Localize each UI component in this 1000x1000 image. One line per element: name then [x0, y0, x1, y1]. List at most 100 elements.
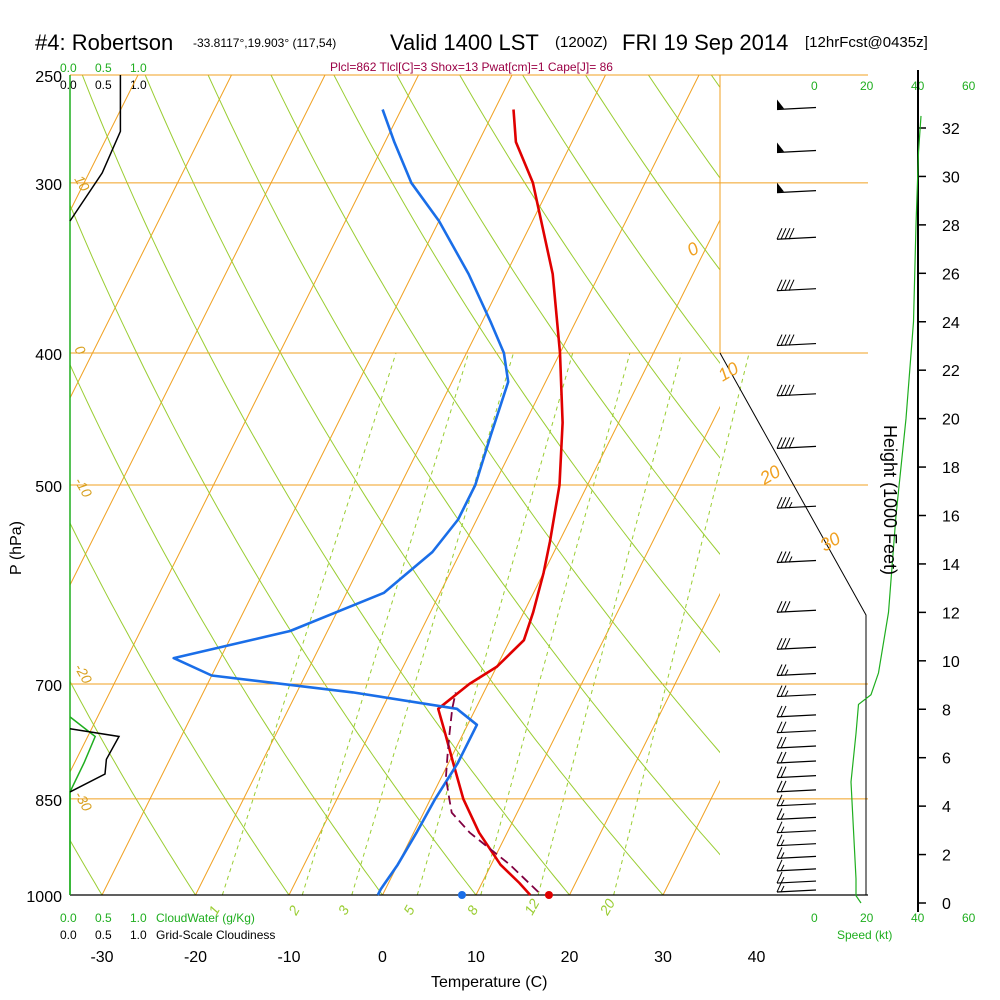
- barb-flag: [776, 279, 783, 291]
- wind-barb: [776, 437, 817, 449]
- height-tick-label: 32: [942, 121, 960, 138]
- plot-frame: [69, 74, 868, 896]
- dry-adiabat-line: [70, 521, 290, 895]
- barb-flag: [784, 638, 791, 650]
- mixing-ratio-line: [613, 352, 750, 896]
- barb-flag: [780, 228, 787, 240]
- wind-barb: [776, 551, 817, 564]
- height-tick-label: 30: [942, 169, 960, 186]
- wind-barb: [776, 736, 817, 749]
- barb-flag: [780, 551, 787, 563]
- cloudwater-top-tick-0: 0.0: [60, 61, 77, 75]
- temperature-surface-point: [544, 891, 553, 899]
- barb-flag: [776, 601, 783, 613]
- temperature-tick-label: -20: [184, 949, 207, 966]
- barb-staff: [776, 393, 817, 397]
- barb-flag: [784, 334, 791, 346]
- mixing-ratio-label: 8: [464, 903, 482, 918]
- cloudiness-axis-label: Grid-Scale Cloudiness: [156, 928, 275, 942]
- barb-flag: [776, 859, 783, 872]
- barb-flag: [780, 705, 787, 718]
- wind-barb: [776, 601, 817, 613]
- barb-flag: [780, 601, 787, 613]
- isotherm-label: 30: [816, 528, 843, 555]
- wind-barb: [776, 721, 817, 734]
- speed-top-tick-1: 20: [860, 79, 874, 93]
- pressure-tick-label: 1000: [26, 889, 62, 906]
- barb-flag: [780, 780, 787, 793]
- barb-staff: [776, 236, 817, 240]
- pressure-tick-label: 300: [35, 177, 62, 194]
- cloudiness-bottom-tick-2: 1.0: [130, 928, 147, 942]
- barb-staff: [776, 445, 817, 449]
- barb-flag: [784, 279, 791, 291]
- barb-staff: [776, 775, 817, 779]
- dry-adiabat-line: [757, 51, 1000, 924]
- station-title: #4: Robertson: [35, 30, 173, 55]
- barb-half-flag: [784, 669, 789, 676]
- dry-adiabat-line: [270, 75, 720, 754]
- dewpoint-line: [172, 109, 510, 896]
- wind-barbs: [776, 99, 817, 893]
- barb-flag: [776, 685, 783, 697]
- wind-barb: [776, 821, 817, 834]
- mixing-ratio-line: [416, 352, 574, 896]
- barb-flag: [784, 384, 791, 396]
- barb-staff: [776, 106, 817, 111]
- barb-flag: [780, 721, 787, 733]
- speed-top-tick-3: 60: [962, 79, 976, 93]
- cloud-profiles: [69, 75, 122, 895]
- stability-params: Plcl=862 Tlcl[C]=3 Shox=13 Pwat[cm]=1 Ca…: [330, 60, 613, 74]
- barb-flag: [784, 496, 791, 509]
- barb-flag: [780, 736, 787, 749]
- dewpoint-surface-point: [457, 891, 466, 899]
- mixing-ratio-label: 2: [285, 903, 303, 919]
- barb-staff: [776, 843, 817, 847]
- barb-staff: [776, 559, 817, 564]
- barb-staff: [776, 505, 817, 509]
- wind-barb: [776, 685, 817, 698]
- wind-barb: [776, 871, 817, 884]
- cloudwater-top-tick-2: 1.0: [130, 61, 147, 75]
- height-tick-label: 4: [942, 799, 951, 816]
- barb-flag: [776, 808, 783, 820]
- wind-barb: [776, 279, 817, 292]
- temperature-tick-label: -10: [277, 949, 300, 966]
- valid-date: FRI 19 Sep 2014: [622, 30, 788, 55]
- barb-flag: [784, 437, 791, 449]
- speed-bottom-tick-1: 20: [860, 911, 874, 925]
- dry-adiabat-line: [70, 363, 384, 895]
- wind-barb: [776, 334, 817, 347]
- barb-staff: [776, 646, 817, 650]
- barb-half-flag: [788, 501, 793, 509]
- barb-staff: [776, 288, 817, 292]
- barb-half-flag: [780, 813, 785, 820]
- dry-adiabat-line: [81, 75, 571, 895]
- barb-flag: [776, 721, 783, 733]
- barb-pennant: [777, 142, 784, 153]
- isotherm-label: 10: [71, 172, 93, 194]
- dry-adiabat-line: [70, 203, 477, 895]
- wind-barb: [776, 496, 817, 509]
- wind-barb: [776, 182, 817, 194]
- pressure-tick-label: 500: [35, 479, 62, 496]
- barb-flag: [784, 228, 791, 240]
- barb-flag: [780, 664, 787, 676]
- cloudiness-bottom-tick-1: 0.5: [95, 928, 112, 942]
- station-coords: -33.8117°,19.903° (117,54): [193, 36, 336, 50]
- cloudiness-profile: [69, 75, 122, 793]
- height-tick-label: 12: [942, 605, 960, 622]
- barb-staff: [776, 714, 817, 718]
- barb-flag: [780, 638, 787, 650]
- barb-flag: [776, 871, 783, 884]
- isotherm-label: -20: [71, 661, 95, 687]
- barb-staff: [776, 855, 817, 859]
- speed-bottom-tick-0: 0: [811, 911, 818, 925]
- barb-flag: [776, 847, 783, 859]
- barb-flag: [784, 551, 791, 563]
- barb-flag: [780, 766, 787, 778]
- height-tick-label: 0: [942, 896, 951, 913]
- isotherm-line: [944, 75, 1000, 895]
- barb-flag: [776, 751, 783, 764]
- dry-adiabat-line: [396, 75, 720, 555]
